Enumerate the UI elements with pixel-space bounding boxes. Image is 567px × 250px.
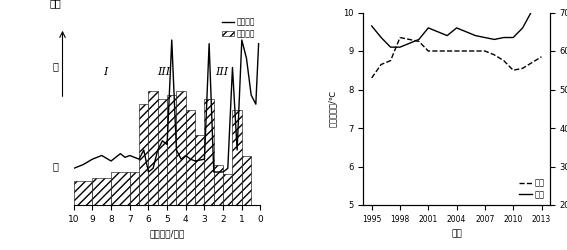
Bar bbox=[195, 135, 205, 205]
X-axis label: 年份: 年份 bbox=[451, 229, 462, 238]
Bar bbox=[214, 165, 223, 205]
Bar bbox=[92, 178, 111, 205]
Bar bbox=[186, 110, 195, 205]
Text: III: III bbox=[215, 67, 228, 77]
Bar bbox=[176, 91, 186, 205]
Bar bbox=[232, 110, 242, 205]
Bar bbox=[74, 181, 92, 205]
Bar bbox=[223, 174, 232, 205]
Bar bbox=[158, 99, 167, 205]
Text: 少: 少 bbox=[52, 162, 58, 172]
X-axis label: 距今时间/千年: 距今时间/千年 bbox=[150, 229, 185, 238]
Text: I: I bbox=[103, 67, 108, 77]
Y-axis label: 年平均气温/℃: 年平均气温/℃ bbox=[328, 90, 337, 128]
Legend: 风沙沉积, 湖沼沉积: 风沙沉积, 湖沼沉积 bbox=[221, 16, 257, 40]
Bar bbox=[111, 172, 130, 205]
Bar bbox=[149, 91, 158, 205]
Bar bbox=[242, 156, 251, 205]
Bar bbox=[167, 95, 176, 205]
Bar bbox=[139, 104, 149, 205]
Bar bbox=[130, 172, 139, 205]
Text: III: III bbox=[157, 67, 170, 77]
Text: 多: 多 bbox=[52, 62, 58, 72]
Bar bbox=[205, 99, 214, 205]
Text: 数量: 数量 bbox=[49, 0, 61, 9]
Legend: 气温, 降水: 气温, 降水 bbox=[518, 177, 546, 201]
